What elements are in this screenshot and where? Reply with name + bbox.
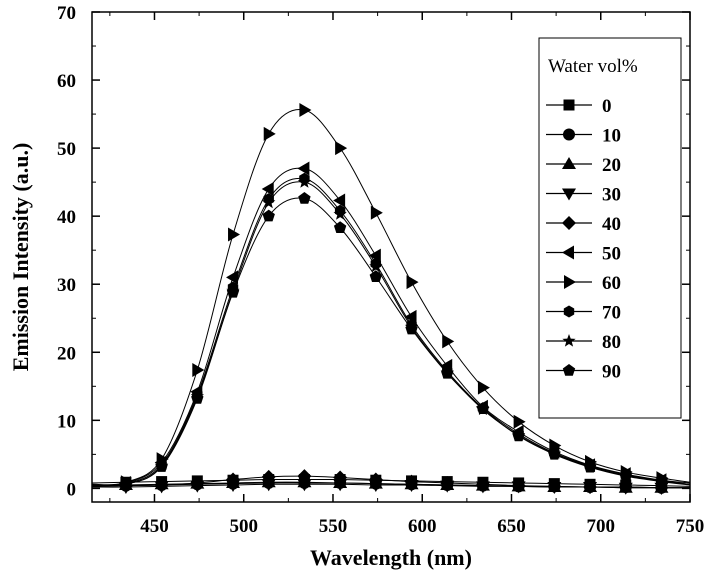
legend-label: 30	[602, 185, 621, 206]
legend-label: 70	[602, 303, 621, 324]
legend-label: 20	[602, 155, 621, 176]
y-tick-label: 10	[57, 411, 76, 432]
y-tick-label: 50	[57, 139, 76, 160]
legend-label: 90	[602, 362, 621, 383]
emission-spectrum-chart: 450500550600650700750010203040506070 Wav…	[0, 0, 715, 580]
x-tick-label: 650	[497, 516, 526, 537]
legend-label: 0	[602, 96, 612, 117]
x-axis-title: Wavelength (nm)	[310, 545, 472, 570]
legend-label: 50	[602, 244, 621, 265]
x-tick-label: 700	[586, 516, 615, 537]
y-tick-label: 40	[57, 207, 76, 228]
y-tick-label: 70	[57, 3, 76, 24]
y-tick-label: 60	[57, 71, 76, 92]
x-tick-label: 500	[229, 516, 258, 537]
y-tick-label: 0	[67, 479, 77, 500]
legend-title: Water vol%	[548, 56, 638, 77]
legend-label: 80	[602, 332, 621, 353]
x-tick-label: 450	[140, 516, 169, 537]
legend-label: 40	[602, 214, 621, 235]
legend-marker	[564, 100, 575, 111]
x-tick-label: 550	[319, 516, 348, 537]
legend-label: 60	[602, 273, 621, 294]
legend-marker	[563, 129, 575, 141]
y-axis-title: Emission Intensity (a.u.)	[8, 143, 33, 372]
legend: Water vol% 0 10 20 30 40 50 60 70 80 90	[539, 38, 681, 418]
y-tick-label: 30	[57, 275, 76, 296]
x-tick-label: 750	[676, 516, 705, 537]
x-tick-label: 600	[408, 516, 437, 537]
y-tick-label: 20	[57, 343, 76, 364]
legend-label: 10	[602, 126, 621, 147]
